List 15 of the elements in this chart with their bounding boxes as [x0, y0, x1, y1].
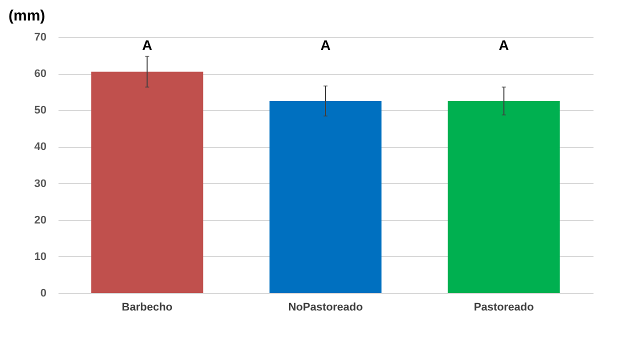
annotation: A — [142, 37, 152, 53]
y-tick-label: 0 — [40, 288, 46, 300]
y-tick-label: 50 — [34, 104, 46, 117]
x-tick-label: NoPastoreado — [288, 302, 364, 314]
x-tick-label: Pastoreado — [474, 302, 534, 314]
y-tick-label: 20 — [34, 214, 46, 226]
annotation: A — [498, 37, 509, 53]
y-tick-label: 70 — [34, 32, 46, 44]
y-tick-label: 30 — [34, 178, 46, 190]
y-tick-label: 60 — [34, 68, 46, 80]
y-axis-title: (mm) — [8, 8, 46, 24]
y-tick-label: 40 — [34, 141, 46, 154]
annotation: A — [320, 37, 331, 53]
y-tick-label: 10 — [34, 250, 46, 263]
x-tick-label: Barbecho — [122, 302, 173, 314]
